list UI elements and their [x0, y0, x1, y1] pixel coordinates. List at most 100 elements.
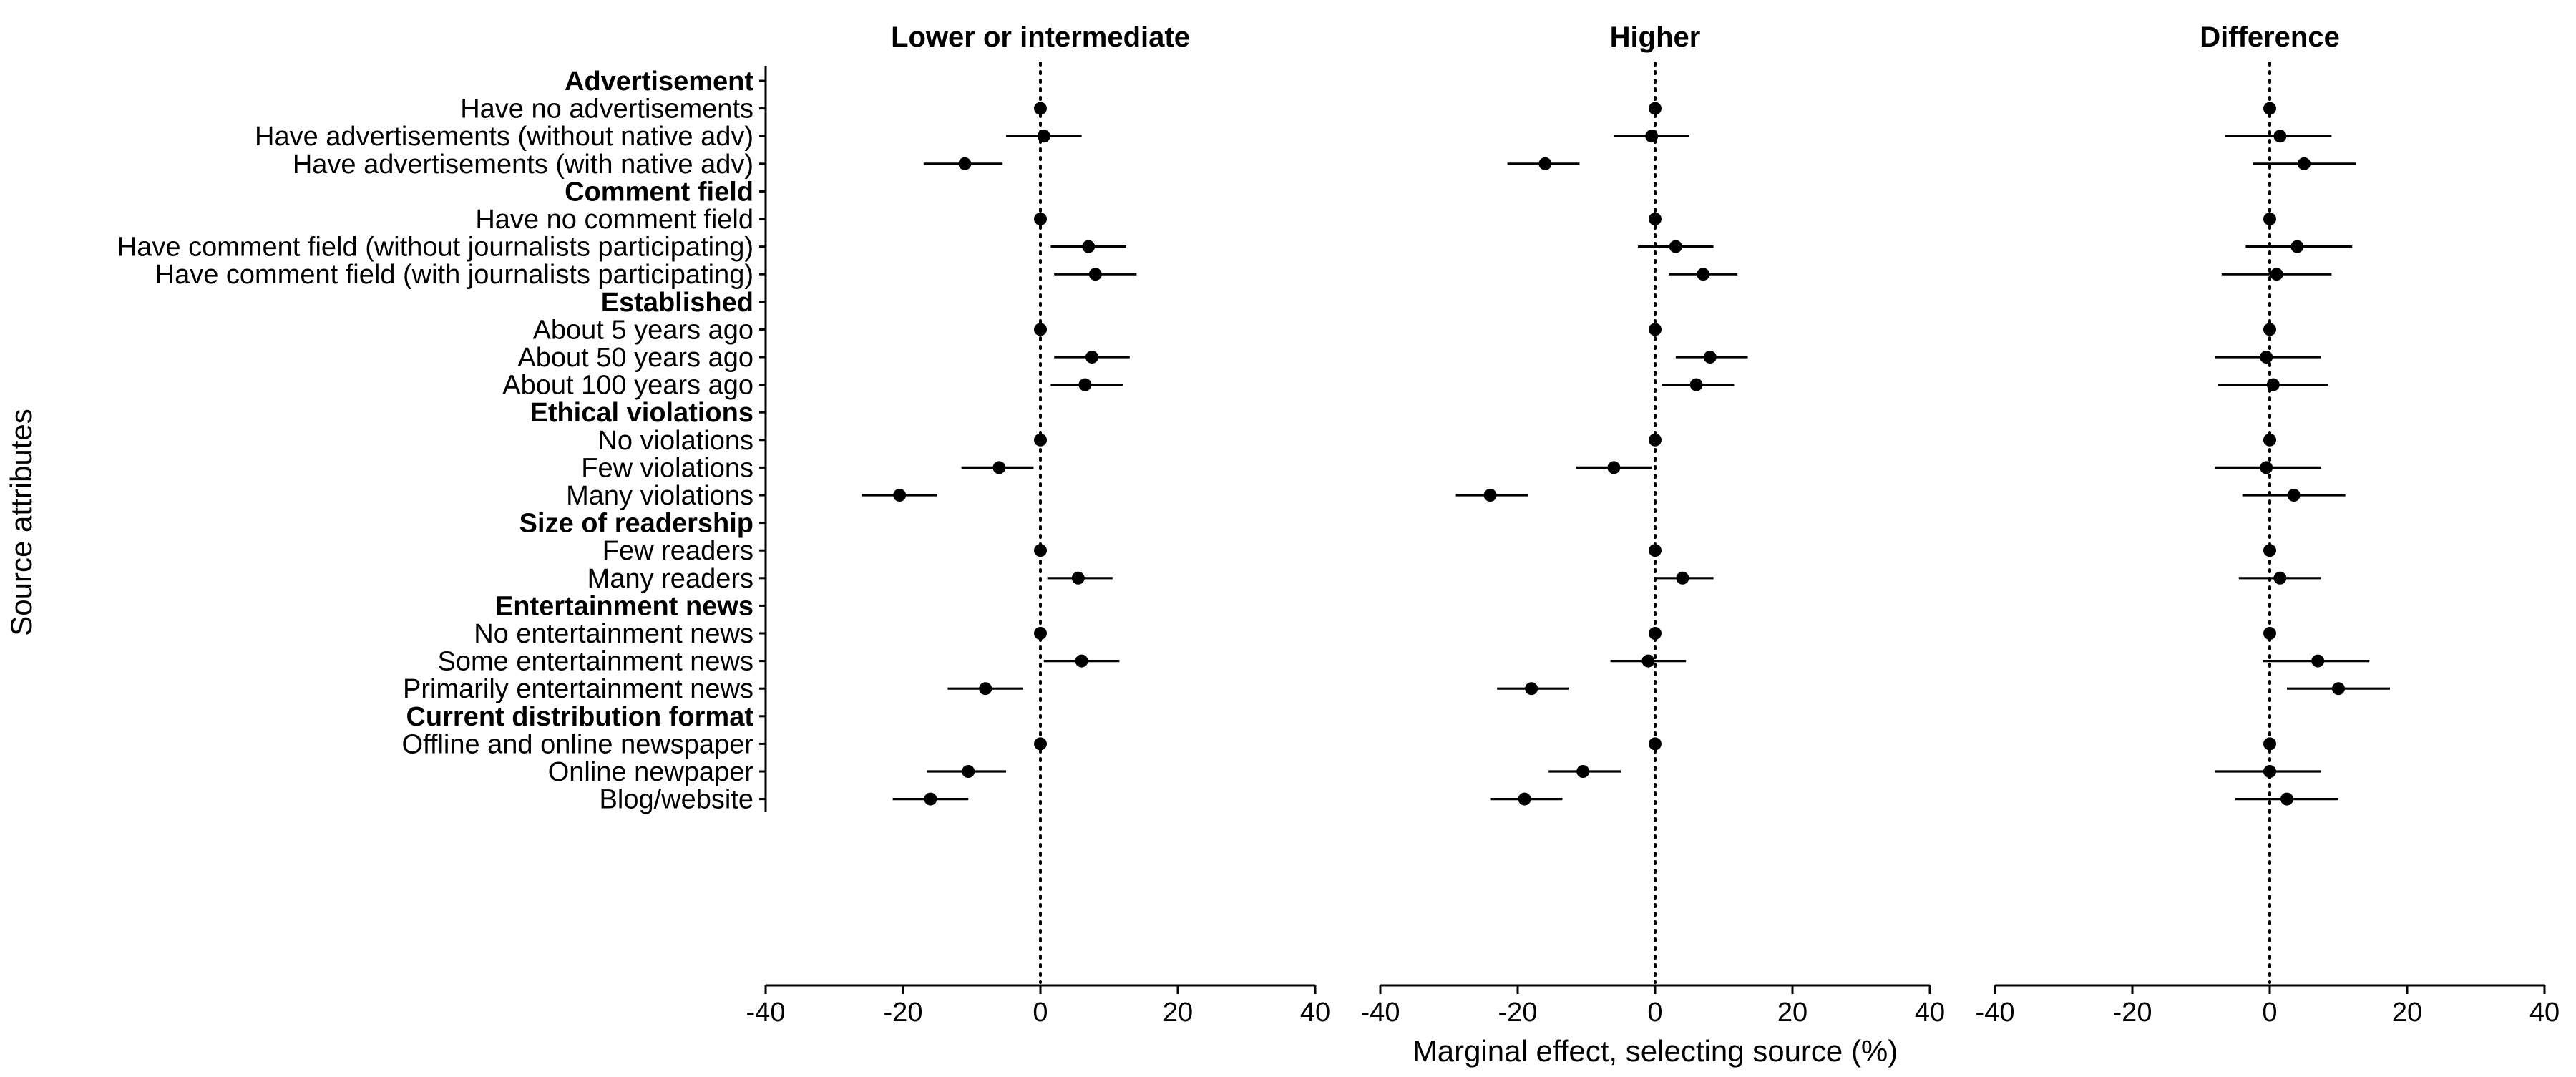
- x-axis-title: Marginal effect, selecting source (%): [1413, 1034, 1898, 1068]
- estimate-point: [2311, 654, 2325, 668]
- attribute-level-label: Many violations: [566, 481, 753, 511]
- x-tick-label: 20: [2392, 998, 2422, 1028]
- estimate-point: [2263, 544, 2276, 557]
- estimate-point: [1538, 157, 1552, 170]
- attribute-group-label: Comment field: [565, 177, 753, 207]
- panel-title: Higher: [1610, 21, 1701, 53]
- estimate-point: [1649, 433, 1662, 447]
- estimate-point: [2260, 461, 2273, 474]
- estimate-point: [1649, 102, 1662, 115]
- estimate-point: [1649, 323, 1662, 336]
- attribute-group-label: Established: [601, 288, 753, 318]
- estimate-point: [2263, 323, 2276, 336]
- attribute-level-label: Have comment field (with journalists par…: [155, 260, 753, 290]
- attribute-level-label: About 5 years ago: [533, 315, 753, 345]
- attribute-level-label: About 100 years ago: [502, 371, 753, 401]
- estimate-point: [2263, 102, 2276, 115]
- estimate-point: [2266, 378, 2280, 391]
- estimate-point: [2270, 268, 2283, 281]
- estimate-point: [1034, 323, 1047, 336]
- attribute-level-label: Online newpaper: [548, 757, 754, 787]
- estimate-point: [1034, 102, 1047, 115]
- estimate-point: [924, 792, 937, 806]
- panel-title: Difference: [2200, 21, 2340, 53]
- estimate-point: [1037, 130, 1050, 143]
- estimate-point: [1576, 765, 1590, 778]
- estimate-point: [958, 157, 972, 170]
- x-tick-label: 20: [1777, 998, 1807, 1028]
- attribute-level-label: Some entertainment news: [438, 647, 753, 677]
- estimate-point: [1082, 240, 1096, 253]
- estimate-point: [1034, 737, 1047, 751]
- estimate-point: [2290, 240, 2304, 253]
- estimate-point: [1525, 682, 1538, 696]
- attribute-level-label: Primarily entertainment news: [403, 674, 753, 704]
- estimate-point: [2298, 157, 2311, 170]
- estimate-point: [1078, 378, 1092, 391]
- estimate-point: [2263, 627, 2276, 640]
- attribute-group-label: Current distribution format: [406, 702, 753, 732]
- estimate-point: [1071, 571, 1085, 585]
- estimate-point: [1703, 351, 1717, 364]
- estimate-point: [979, 682, 992, 696]
- estimate-point: [893, 489, 907, 502]
- attribute-level-label: Few violations: [581, 453, 753, 483]
- attribute-level-label: Blog/website: [600, 785, 753, 815]
- attribute-level-label: Few readers: [602, 536, 753, 566]
- estimate-point: [1088, 268, 1102, 281]
- x-tick-label: -20: [884, 998, 923, 1028]
- panel-title: Lower or intermediate: [891, 21, 1190, 53]
- estimate-point: [1075, 654, 1088, 668]
- estimate-point: [1034, 627, 1047, 640]
- estimate-point: [1034, 213, 1047, 225]
- estimate-point: [1607, 461, 1621, 474]
- attribute-level-label: Have no advertisements: [460, 94, 753, 125]
- x-tick-label: 40: [1915, 998, 1945, 1028]
- estimate-point: [2280, 792, 2293, 806]
- x-tick-label: 40: [2529, 998, 2560, 1028]
- estimate-point: [2263, 213, 2276, 225]
- attribute-level-label: Have advertisements (without native adv): [255, 122, 753, 152]
- estimate-point: [2332, 682, 2345, 696]
- estimate-point: [1645, 130, 1659, 143]
- attribute-group-label: Entertainment news: [495, 591, 753, 621]
- estimate-point: [2260, 351, 2273, 364]
- attribute-level-label: No entertainment news: [474, 619, 753, 649]
- estimate-point: [2263, 765, 2276, 778]
- attribute-level-label: About 50 years ago: [517, 343, 753, 373]
- attribute-level-label: Have comment field (without journalists …: [117, 233, 753, 263]
- estimate-point: [1669, 240, 1682, 253]
- x-tick-label: -40: [746, 998, 786, 1028]
- estimate-point: [1649, 627, 1662, 640]
- x-tick-label: 20: [1163, 998, 1193, 1028]
- attribute-level-label: Offline and online newspaper: [401, 729, 753, 759]
- estimate-point: [1649, 544, 1662, 557]
- estimate-point: [1689, 378, 1703, 391]
- attribute-level-label: No violations: [597, 426, 753, 456]
- estimate-point: [1649, 213, 1662, 225]
- estimate-point: [2273, 571, 2287, 585]
- y-axis-title: Source attributes: [4, 409, 38, 636]
- x-tick-label: 0: [2262, 998, 2277, 1028]
- estimate-point: [1676, 571, 1689, 585]
- attribute-level-label: Many readers: [587, 564, 753, 594]
- x-tick-label: 0: [1647, 998, 1662, 1028]
- attribute-group-label: Ethical violations: [530, 398, 753, 428]
- estimate-point: [2273, 130, 2287, 143]
- estimate-point: [1641, 654, 1655, 668]
- estimate-point: [1518, 792, 1531, 806]
- estimate-point: [1085, 351, 1098, 364]
- estimate-point: [1034, 433, 1047, 447]
- x-tick-label: -20: [2113, 998, 2152, 1028]
- attribute-group-label: Size of readership: [519, 509, 753, 539]
- estimate-point: [1697, 268, 1710, 281]
- estimate-point: [2263, 737, 2276, 751]
- x-tick-label: -40: [1976, 998, 2015, 1028]
- x-tick-label: 40: [1300, 998, 1330, 1028]
- x-tick-label: -40: [1361, 998, 1400, 1028]
- x-tick-label: -20: [1498, 998, 1538, 1028]
- estimate-point: [2263, 433, 2276, 447]
- estimate-point: [1483, 489, 1497, 502]
